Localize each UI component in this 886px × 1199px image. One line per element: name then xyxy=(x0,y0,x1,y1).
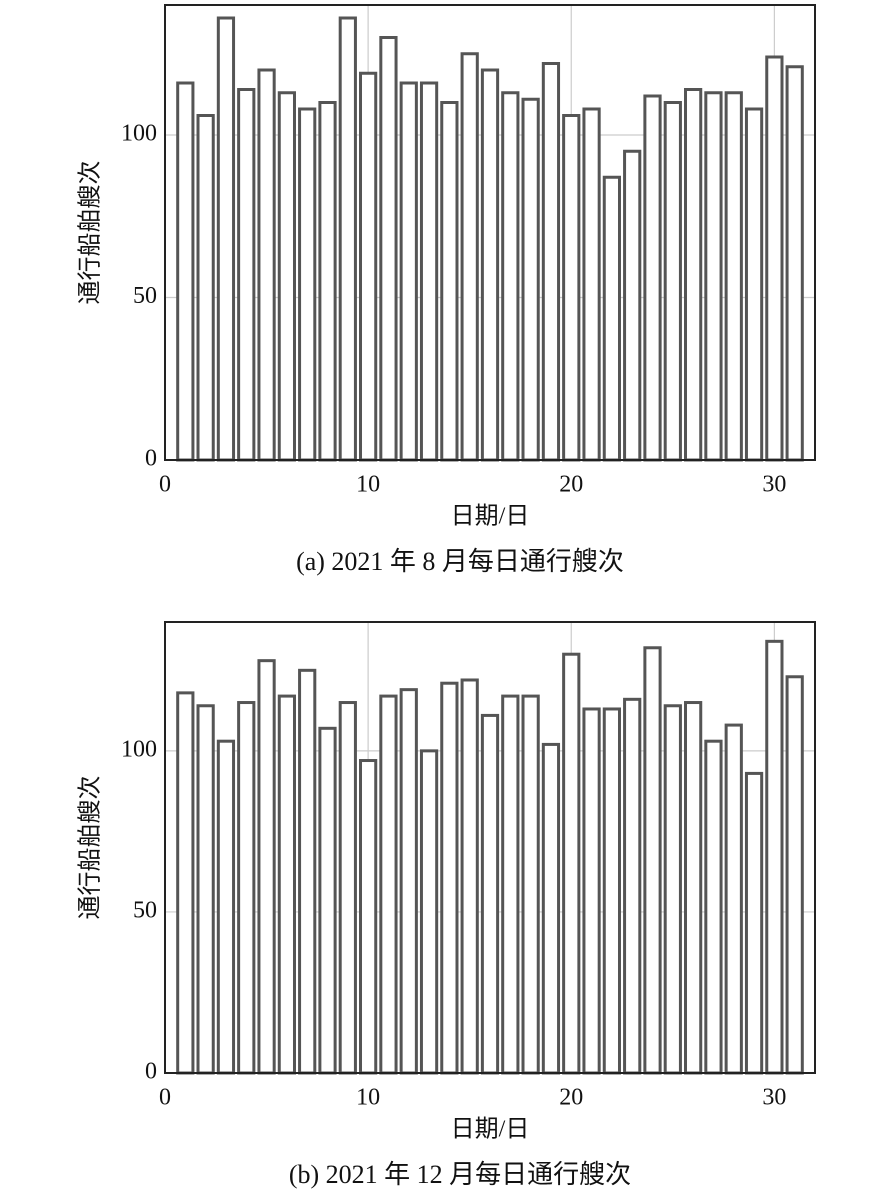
bar xyxy=(785,65,804,462)
bar xyxy=(216,16,236,462)
y-axis-label: 通行船舶艘次 xyxy=(77,161,104,305)
bar xyxy=(298,107,317,462)
bar xyxy=(744,107,764,462)
bar xyxy=(521,97,540,462)
y-tick-label: 0 xyxy=(145,446,157,472)
y-tick-label: 50 xyxy=(133,897,157,923)
x-tick-label: 0 xyxy=(159,1085,171,1111)
bar xyxy=(541,62,561,462)
bar xyxy=(338,701,357,1075)
bar xyxy=(237,88,256,462)
bar xyxy=(704,91,723,462)
bar xyxy=(419,749,439,1075)
bar xyxy=(460,678,479,1075)
bar xyxy=(379,36,398,462)
bar xyxy=(359,759,378,1075)
bar xyxy=(501,694,520,1075)
bar xyxy=(480,713,500,1075)
bar xyxy=(277,694,296,1075)
bar xyxy=(176,691,195,1075)
bar xyxy=(765,55,784,462)
bar xyxy=(359,71,378,462)
bar xyxy=(480,68,500,462)
caption: (b) 2021 年 12 月每日通行艘次 xyxy=(289,1160,631,1189)
bar xyxy=(663,704,682,1075)
bar xyxy=(440,681,459,1075)
bar xyxy=(501,91,520,462)
bar xyxy=(582,107,601,462)
bar xyxy=(419,81,439,462)
bar xyxy=(298,668,317,1075)
y-tick-label: 50 xyxy=(133,283,157,309)
bar xyxy=(379,694,398,1075)
plot-frame xyxy=(164,4,816,461)
x-tick-label: 10 xyxy=(356,1085,380,1111)
bar xyxy=(765,639,784,1075)
bar xyxy=(521,694,540,1075)
bar xyxy=(318,726,337,1075)
bar xyxy=(318,101,337,462)
x-tick-label: 0 xyxy=(159,472,171,498)
bar xyxy=(399,688,418,1075)
bar xyxy=(541,742,561,1075)
bar xyxy=(257,68,276,462)
x-tick-label: 30 xyxy=(762,1085,786,1111)
x-axis-label: 日期/日 xyxy=(451,504,530,530)
bar xyxy=(663,101,682,462)
x-axis-label: 日期/日 xyxy=(451,1117,530,1143)
bar xyxy=(704,739,723,1075)
bar xyxy=(724,91,743,462)
y-tick-label: 100 xyxy=(121,121,157,147)
bar xyxy=(562,114,581,462)
bar xyxy=(724,723,743,1075)
bar xyxy=(785,675,804,1075)
y-tick-label: 100 xyxy=(121,736,157,762)
bar xyxy=(257,659,276,1075)
bar xyxy=(562,652,581,1075)
bar xyxy=(582,707,601,1075)
bar xyxy=(623,697,642,1075)
bar xyxy=(643,646,662,1075)
bar xyxy=(744,771,764,1075)
bar xyxy=(440,101,459,462)
caption: (a) 2021 年 8 月每日通行艘次 xyxy=(296,547,624,576)
bar xyxy=(460,52,479,462)
x-tick-label: 20 xyxy=(559,1085,583,1111)
bar xyxy=(196,704,215,1075)
bar xyxy=(684,701,703,1075)
bar xyxy=(338,16,357,462)
bar xyxy=(237,701,256,1075)
x-tick-label: 10 xyxy=(356,472,380,498)
plot-frame xyxy=(164,621,816,1074)
bar xyxy=(643,94,662,462)
x-tick-label: 30 xyxy=(762,472,786,498)
bar xyxy=(277,91,296,462)
bar xyxy=(399,81,418,462)
bar xyxy=(602,707,621,1075)
bar xyxy=(623,149,642,462)
bar xyxy=(176,81,195,462)
y-axis-label: 通行船舶艘次 xyxy=(77,776,104,920)
x-tick-label: 20 xyxy=(559,472,583,498)
bar xyxy=(216,739,236,1075)
bar xyxy=(196,114,215,462)
y-tick-label: 0 xyxy=(145,1059,157,1085)
bar xyxy=(684,88,703,462)
bar xyxy=(602,175,621,462)
